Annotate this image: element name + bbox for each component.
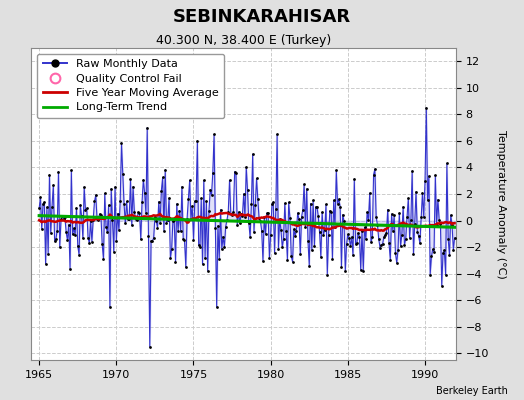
- Legend: Raw Monthly Data, Quality Control Fail, Five Year Moving Average, Long-Term Tren: Raw Monthly Data, Quality Control Fail, …: [37, 54, 224, 118]
- Y-axis label: Temperature Anomaly (°C): Temperature Anomaly (°C): [496, 130, 506, 278]
- Text: SEBINKARAHISAR: SEBINKARAHISAR: [173, 8, 351, 26]
- Title: 40.300 N, 38.400 E (Turkey): 40.300 N, 38.400 E (Turkey): [156, 34, 331, 47]
- Text: Berkeley Earth: Berkeley Earth: [436, 386, 508, 396]
